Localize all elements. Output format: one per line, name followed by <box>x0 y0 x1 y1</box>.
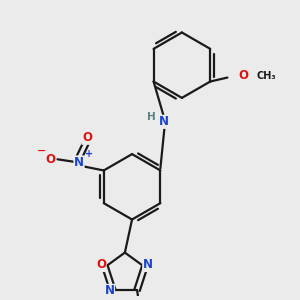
Text: N: N <box>74 156 84 169</box>
Text: O: O <box>96 258 106 272</box>
Text: CH₃: CH₃ <box>257 70 277 81</box>
Text: O: O <box>238 69 248 82</box>
Text: +: + <box>85 149 93 159</box>
Text: O: O <box>45 153 55 166</box>
Text: −: − <box>37 146 46 156</box>
Text: H: H <box>147 112 156 122</box>
Text: N: N <box>104 284 115 297</box>
Text: N: N <box>143 258 153 272</box>
Text: O: O <box>82 131 92 144</box>
Text: N: N <box>159 115 169 128</box>
